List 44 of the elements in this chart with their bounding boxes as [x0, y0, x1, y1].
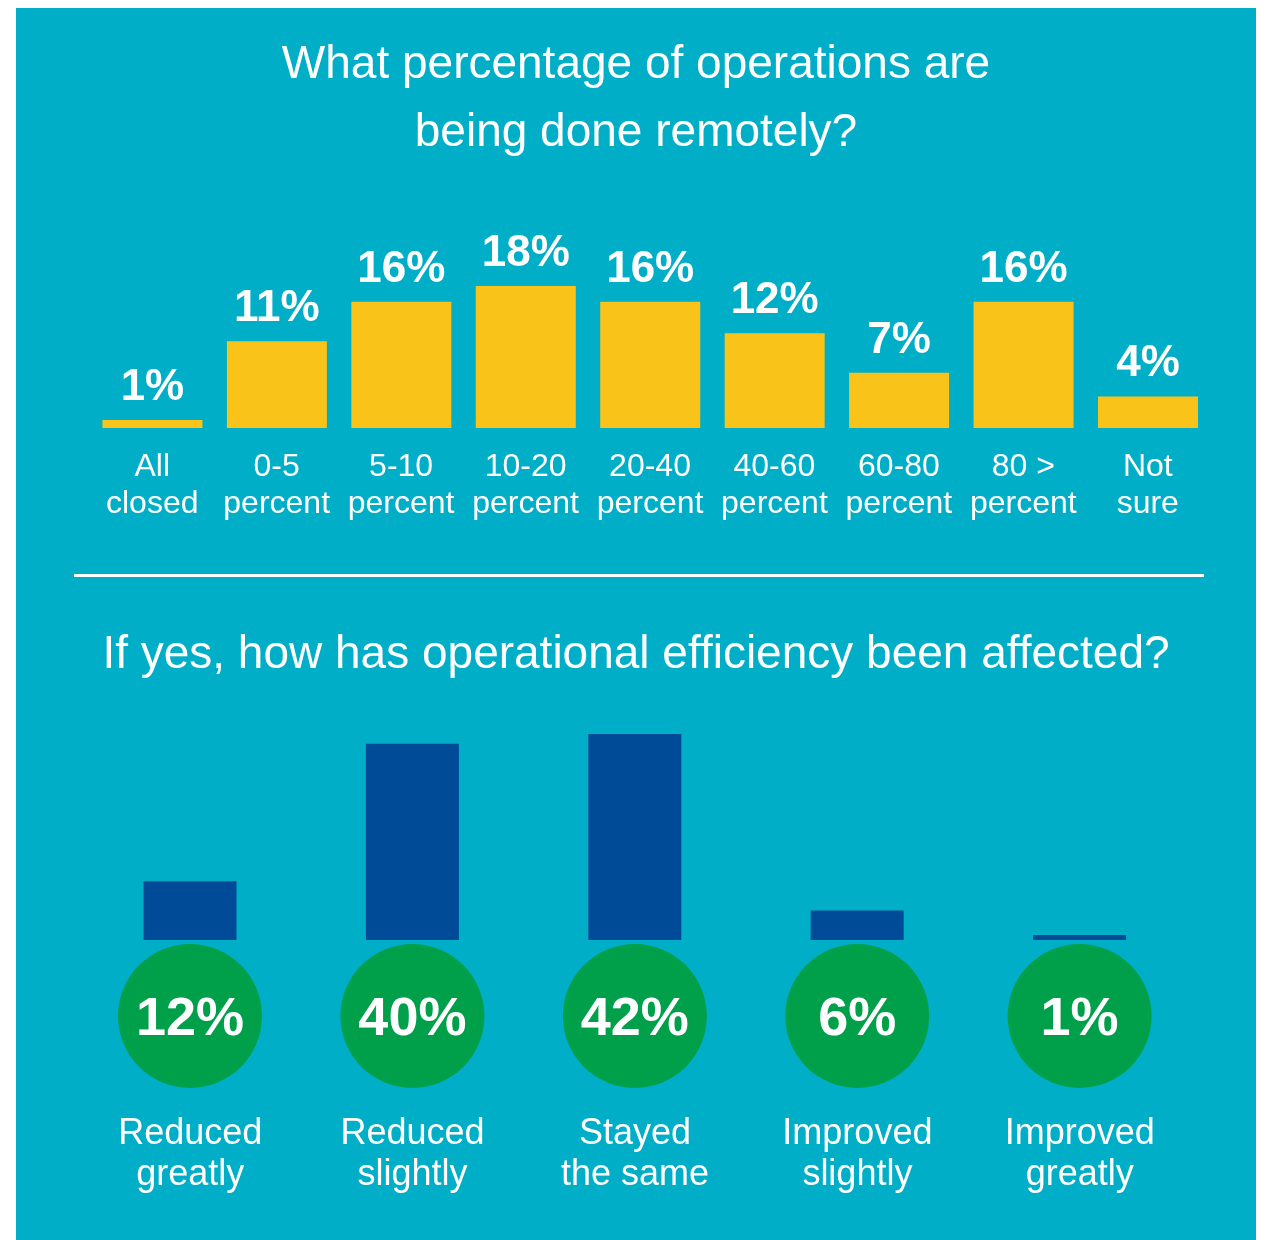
x-tick-label: All closed — [105, 447, 199, 520]
data-label: 42% — [580, 986, 689, 1046]
x-tick-label: Improved slightly — [782, 1111, 933, 1194]
data-label: 12% — [135, 986, 245, 1046]
x-tick-label: Improved greatly — [1004, 1111, 1155, 1194]
data-label: 6% — [818, 986, 897, 1046]
bar — [143, 881, 237, 940]
chart-title: What percentage of operations are being done remotely? — [280, 35, 992, 158]
chart-title: If yes, how has operational efficiency been affected? — [101, 625, 1171, 680]
data-label: 18% — [481, 226, 570, 275]
bar — [600, 301, 701, 428]
bar — [475, 286, 576, 428]
bar — [588, 734, 682, 940]
data-label: 12% — [730, 273, 819, 323]
bar — [724, 333, 825, 428]
bar — [973, 301, 1074, 428]
data-label: 40% — [358, 986, 467, 1046]
x-tick-label: 5-10 percent — [347, 447, 455, 520]
bar — [1098, 396, 1198, 428]
data-label: 1% — [120, 360, 185, 410]
bar — [351, 301, 452, 428]
x-tick-label: 0-5 percent — [223, 447, 331, 520]
x-tick-label: 10-20 percent — [472, 447, 580, 520]
x-tick-label: Stayed the same — [560, 1111, 710, 1194]
x-tick-label: 40-60 percent — [721, 447, 828, 520]
data-label: 16% — [357, 241, 446, 291]
x-tick-label: 60-80 percent — [845, 447, 953, 520]
x-tick-label: 20-40 percent — [596, 447, 704, 520]
data-label: 4% — [1116, 336, 1180, 386]
data-label: 16% — [606, 241, 695, 291]
data-label: 11% — [234, 281, 320, 331]
bar — [365, 743, 459, 940]
x-tick-label: Reduced greatly — [118, 1111, 263, 1194]
x-tick-label: Reduced slightly — [340, 1111, 485, 1194]
x-tick-label: 80 > percent — [969, 447, 1077, 520]
bar — [810, 910, 904, 940]
bar — [102, 420, 203, 428]
data-label: 1% — [1040, 986, 1119, 1046]
data-label: 7% — [867, 312, 931, 362]
bar — [1033, 935, 1127, 940]
bar — [849, 372, 950, 428]
bar — [226, 341, 327, 428]
x-tick-label: Not sure — [1116, 447, 1179, 520]
data-label: 16% — [979, 241, 1068, 291]
